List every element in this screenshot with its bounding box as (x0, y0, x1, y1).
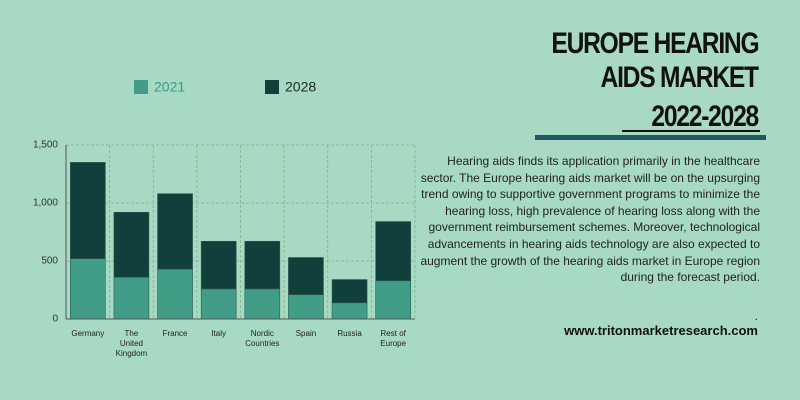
bar-segment (200, 288, 237, 320)
x-tick-label: The United Kingdom (115, 329, 148, 358)
x-tick-label: Nordic Countries (245, 329, 280, 348)
url: www.tritonmarketresearch.com (564, 323, 758, 338)
bar-segment (288, 294, 324, 320)
bar-segment (157, 268, 193, 320)
description: Hearing aids finds its application prima… (420, 154, 760, 285)
legend-swatch (134, 80, 148, 94)
bar-segment (375, 221, 411, 282)
legend-label: 2028 (285, 79, 316, 95)
x-tick-label: Rest of Europe (380, 329, 407, 348)
title: EUROPE HEARING (551, 27, 759, 60)
bar-segment (244, 288, 281, 320)
y-tick-label: 500 (41, 256, 58, 267)
legend-label: 2021 (154, 79, 185, 95)
bar-segment (113, 276, 150, 320)
bar-segment (331, 279, 368, 304)
x-tick-label: France (162, 329, 188, 338)
y-tick-label: 1,000 (33, 198, 58, 209)
x-tick-label: Russia (337, 329, 362, 338)
title-years: 2022-2028 (651, 100, 759, 133)
bar-segment (113, 211, 150, 278)
separator: . (754, 309, 758, 323)
legend-swatch (265, 80, 279, 94)
bar-segment (375, 280, 411, 320)
y-tick-label: 1,500 (33, 140, 58, 151)
bar-segment (157, 193, 193, 270)
bar-segment (70, 258, 106, 320)
bar-segment (200, 240, 237, 290)
x-tick-label: Germany (71, 329, 105, 338)
x-tick-label: Italy (211, 329, 227, 338)
title: AIDS MARKET (600, 61, 760, 94)
bar-segment (70, 162, 106, 259)
bar-segment (331, 302, 368, 320)
y-tick-label: 0 (52, 314, 58, 325)
title-bar (535, 135, 766, 140)
bar-segment (288, 257, 324, 295)
bar-segment (244, 240, 281, 290)
x-tick-label: Spain (295, 329, 317, 338)
